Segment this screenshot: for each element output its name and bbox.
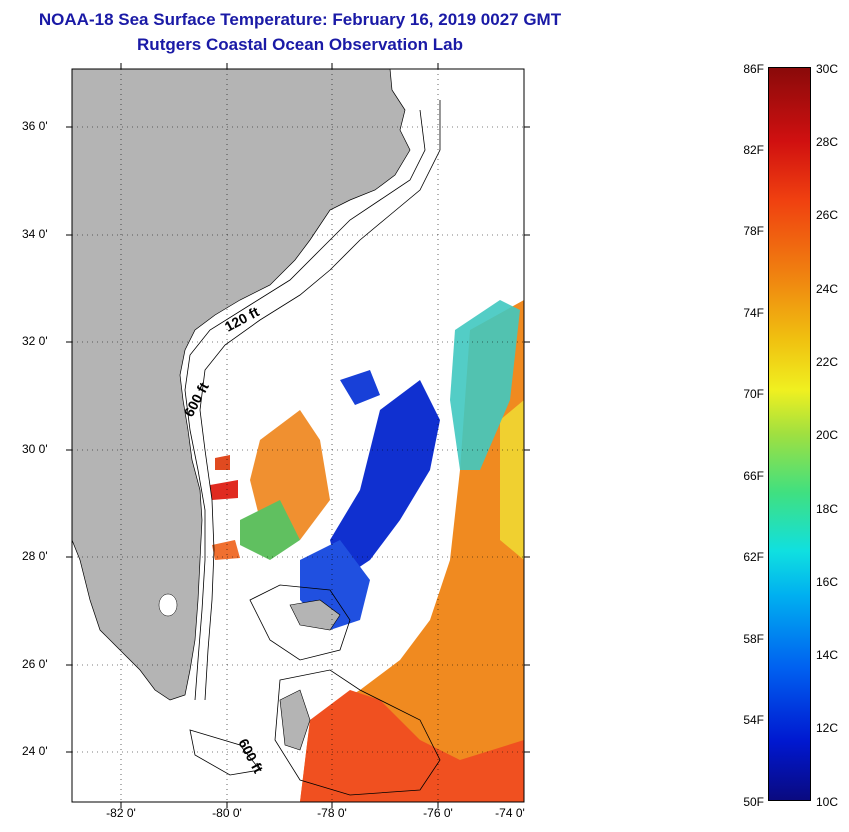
lat-label: 30 0'	[22, 442, 48, 456]
scale-f-label: 62F	[743, 550, 764, 564]
lat-label: 26 0'	[22, 657, 48, 671]
scale-f-label: 50F	[743, 795, 764, 809]
lat-label: 36 0'	[22, 119, 48, 133]
map-frame	[71, 68, 525, 803]
land-bahamas-2	[279, 689, 311, 751]
map-ticks	[66, 63, 530, 808]
scale-f-label: 82F	[743, 143, 764, 157]
temperature-colorbar	[768, 67, 811, 801]
sst-red-patch	[210, 480, 238, 500]
lon-label: -82 0'	[106, 806, 136, 820]
lon-label: -74 0'	[495, 806, 525, 820]
contour-keys	[189, 729, 261, 776]
scale-f-label: 66F	[743, 469, 764, 483]
scale-c-label: 14C	[816, 648, 839, 662]
scale-c-label: 30C	[816, 62, 839, 76]
lake-okeechobee	[158, 593, 178, 617]
chart-subtitle: Rutgers Coastal Ocean Observation Lab	[137, 35, 463, 54]
contour-bahamas	[249, 584, 441, 796]
chart-title: NOAA-18 Sea Surface Temperature: Februar…	[38, 10, 562, 29]
scale-c-label: 10C	[816, 795, 839, 809]
scale-c-label: 20C	[816, 428, 839, 442]
scale-f-label: 86F	[743, 62, 764, 76]
lon-label: -76 0'	[423, 806, 453, 820]
lat-label: 24 0'	[22, 744, 48, 758]
sst-hot-region	[300, 690, 524, 802]
sst-blue-patch-1	[330, 380, 440, 580]
scale-f-label: 74F	[743, 306, 764, 320]
sst-green-patch	[240, 500, 300, 560]
lon-label: -78 0'	[317, 806, 347, 820]
scale-c-label: 16C	[816, 575, 839, 589]
map-grid	[72, 69, 524, 802]
sst-red-patch-2	[215, 455, 230, 470]
lat-label: 34 0'	[22, 227, 48, 241]
sst-cool-band	[450, 300, 520, 470]
sst-orange-patch-2	[212, 540, 240, 560]
contour-120ft	[184, 109, 426, 701]
lon-label: -80 0'	[212, 806, 242, 820]
lat-label: 32 0'	[22, 334, 48, 348]
land-bahamas-1	[289, 599, 341, 631]
scale-f-label: 54F	[743, 713, 764, 727]
land-mainland	[72, 69, 411, 701]
lat-label: 28 0'	[22, 549, 48, 563]
scale-f-label: 58F	[743, 632, 764, 646]
sst-blue-patch-3	[340, 370, 380, 405]
scale-c-label: 12C	[816, 721, 839, 735]
scale-f-label: 70F	[743, 387, 764, 401]
scale-f-label: 78F	[743, 224, 764, 238]
sst-yellow-band	[500, 400, 524, 560]
scale-c-label: 28C	[816, 135, 839, 149]
scale-c-label: 22C	[816, 355, 839, 369]
scale-c-label: 18C	[816, 502, 839, 516]
scale-c-label: 24C	[816, 282, 839, 296]
contour-600ft	[199, 100, 441, 701]
scale-c-label: 26C	[816, 208, 839, 222]
